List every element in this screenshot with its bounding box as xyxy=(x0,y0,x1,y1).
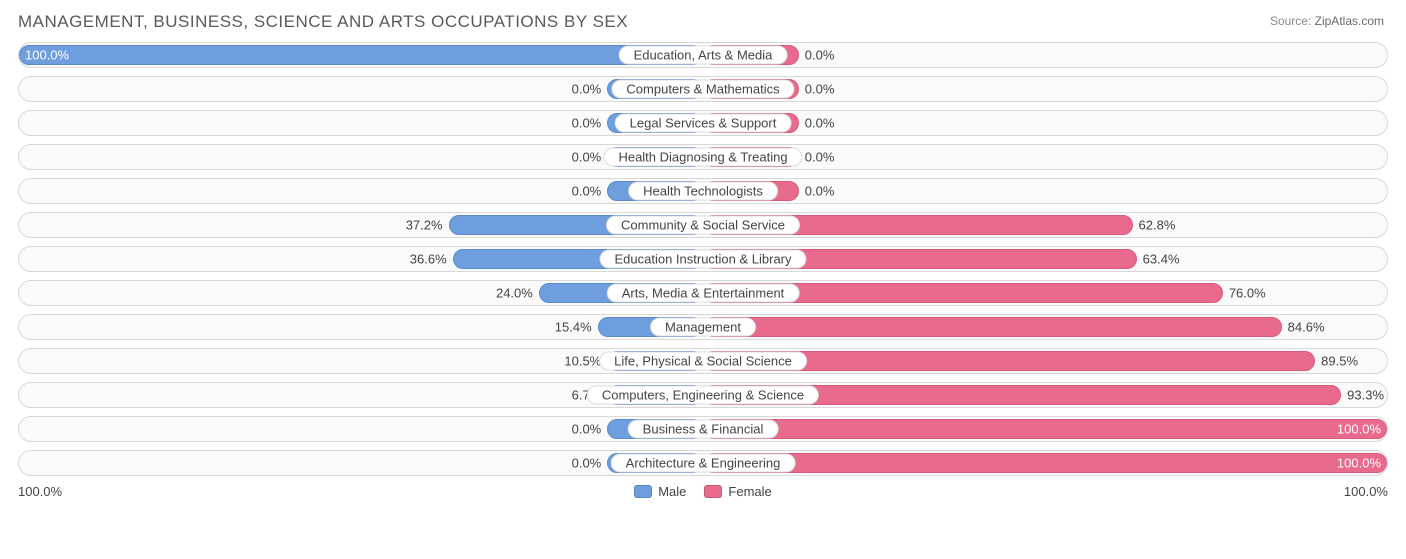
category-label: Computers, Engineering & Science xyxy=(587,386,819,405)
female-pct-label: 93.3% xyxy=(1347,388,1384,403)
chart-footer: 100.0% Male Female 100.0% xyxy=(18,484,1388,499)
female-pct-label: 63.4% xyxy=(1143,252,1180,267)
chart-row: 6.7%93.3%Computers, Engineering & Scienc… xyxy=(18,382,1388,408)
male-pct-label: 0.0% xyxy=(572,422,602,437)
female-bar xyxy=(703,419,1387,439)
category-label: Community & Social Service xyxy=(606,216,800,235)
category-label: Education, Arts & Media xyxy=(619,46,788,65)
legend-label-female: Female xyxy=(728,484,771,499)
axis-left-label: 100.0% xyxy=(18,484,98,499)
chart-source: Source: ZipAtlas.com xyxy=(1270,14,1384,28)
legend-swatch-male xyxy=(634,485,652,498)
female-pct-label: 84.6% xyxy=(1288,320,1325,335)
category-label: Life, Physical & Social Science xyxy=(599,352,807,371)
category-label: Computers & Mathematics xyxy=(611,80,794,99)
chart-row: 36.6% 63.4% Education Instruction & Librar… xyxy=(18,246,1388,272)
chart-container: MANAGEMENT, BUSINESS, SCIENCE AND ARTS O… xyxy=(0,0,1406,559)
chart-row: 0.0% 0.0% Health Technologists xyxy=(18,178,1388,204)
female-pct-label: 89.5% xyxy=(1321,354,1358,369)
male-pct-label: 0.0% xyxy=(572,456,602,471)
female-pct-label: 0.0% xyxy=(805,184,835,199)
source-value: ZipAtlas.com xyxy=(1315,14,1384,28)
male-pct-label: 0.0% xyxy=(572,184,602,199)
chart-row: 100.0% 0.0% Education, Arts & Media xyxy=(18,42,1388,68)
chart-row: 0.0% 0.0%Health Diagnosing & Treating xyxy=(18,144,1388,170)
female-pct-label: 100.0% xyxy=(1337,422,1381,437)
legend-item-female: Female xyxy=(704,484,771,499)
legend-item-male: Male xyxy=(634,484,686,499)
female-bar xyxy=(703,453,1387,473)
axis-right-label: 100.0% xyxy=(1308,484,1388,499)
male-pct-label: 36.6% xyxy=(410,252,447,267)
chart-title: MANAGEMENT, BUSINESS, SCIENCE AND ARTS O… xyxy=(18,12,1388,32)
category-label: Business & Financial xyxy=(628,420,779,439)
category-label: Health Technologists xyxy=(628,182,778,201)
chart-row: 0.0% 100.0% Architecture & Engineering xyxy=(18,450,1388,476)
chart-row: 0.0% 0.0% Legal Services & Support xyxy=(18,110,1388,136)
female-pct-label: 100.0% xyxy=(1337,456,1381,471)
legend-label-male: Male xyxy=(658,484,686,499)
female-bar xyxy=(703,317,1282,337)
category-label: Education Instruction & Library xyxy=(599,250,806,269)
category-label: Management xyxy=(650,318,756,337)
chart-row: 0.0% 100.0% Business & Financial xyxy=(18,416,1388,442)
chart-row: 24.0% 76.0% Arts, Media & Entertainment xyxy=(18,280,1388,306)
female-pct-label: 62.8% xyxy=(1139,218,1176,233)
category-label: Arts, Media & Entertainment xyxy=(607,284,800,303)
chart-rows: 100.0%0.0%Education, Arts & Media0.0%0.0… xyxy=(18,42,1388,476)
female-pct-label: 0.0% xyxy=(805,82,835,97)
male-pct-label: 100.0% xyxy=(25,48,69,63)
male-pct-label: 0.0% xyxy=(572,150,602,165)
male-pct-label: 24.0% xyxy=(496,286,533,301)
male-pct-label: 37.2% xyxy=(406,218,443,233)
legend: Male Female xyxy=(634,484,772,499)
male-pct-label: 10.5% xyxy=(564,354,601,369)
legend-swatch-female xyxy=(704,485,722,498)
female-pct-label: 0.0% xyxy=(805,48,835,63)
category-label: Legal Services & Support xyxy=(615,114,792,133)
category-label: Health Diagnosing & Treating xyxy=(603,148,802,167)
female-pct-label: 0.0% xyxy=(805,150,835,165)
chart-row: 37.2% 62.8% Community & Social Service xyxy=(18,212,1388,238)
male-bar xyxy=(19,45,703,65)
source-label: Source: xyxy=(1270,14,1311,28)
chart-row: 10.5% 89.5% Life, Physical & Social Scienc… xyxy=(18,348,1388,374)
female-pct-label: 76.0% xyxy=(1229,286,1266,301)
category-label: Architecture & Engineering xyxy=(611,454,796,473)
chart-row: 0.0% 0.0% Computers & Mathematics xyxy=(18,76,1388,102)
male-pct-label: 0.0% xyxy=(572,82,602,97)
female-pct-label: 0.0% xyxy=(805,116,835,131)
chart-row: 15.4% 84.6% Management xyxy=(18,314,1388,340)
male-pct-label: 15.4% xyxy=(555,320,592,335)
male-pct-label: 0.0% xyxy=(572,116,602,131)
